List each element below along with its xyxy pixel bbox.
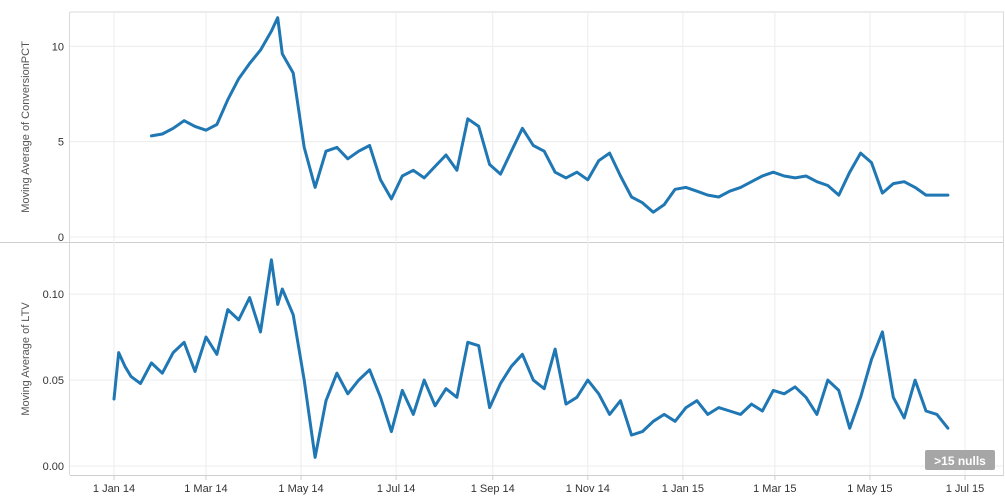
nulls-badge-bg[interactable]: [925, 450, 995, 470]
bottom-pane: [70, 243, 1004, 475]
y-tick-label: 0: [58, 232, 64, 244]
nulls-badge[interactable]: >15 nulls: [925, 450, 995, 470]
y-tick-label: 0.10: [43, 289, 64, 301]
y-tick-label: 0.05: [43, 375, 64, 387]
axis-layer: 1 Jan 14 1 Mar 14 1 May 14 1 Jul 14 1 Sep 14…: [43, 41, 985, 495]
y-axis-title-bottom: Moving Average of LTV: [20, 302, 32, 416]
x-tick-label: 1 Jan 14: [93, 483, 135, 495]
top-pane: [70, 12, 1004, 242]
y-tick-label: 10: [52, 41, 64, 53]
nulls-badge-text[interactable]: >15 nulls: [934, 454, 986, 468]
x-tick-label: 1 Mar 14: [184, 483, 227, 495]
x-tick-label: 1 May 15: [847, 483, 892, 495]
x-tick-label: 1 Sep 14: [471, 483, 515, 495]
x-tick-label: 1 Mar 15: [753, 483, 796, 495]
y-tick-label: 0.00: [43, 461, 64, 473]
line-layer: [112, 16, 950, 459]
x-tick-label: 1 Jan 15: [662, 483, 704, 495]
x-tick-label: 1 Nov 14: [566, 483, 610, 495]
series-line[interactable]: [112, 258, 950, 459]
series-line[interactable]: [149, 16, 950, 214]
y-tick-label: 5: [58, 137, 64, 149]
x-tick-label: 1 Jul 14: [377, 483, 416, 495]
x-tick-label: 1 Jul 15: [946, 483, 985, 495]
x-tick-label: 1 May 14: [278, 483, 323, 495]
y-axis-title-top: Moving Average of ConversionPCT: [20, 41, 32, 213]
